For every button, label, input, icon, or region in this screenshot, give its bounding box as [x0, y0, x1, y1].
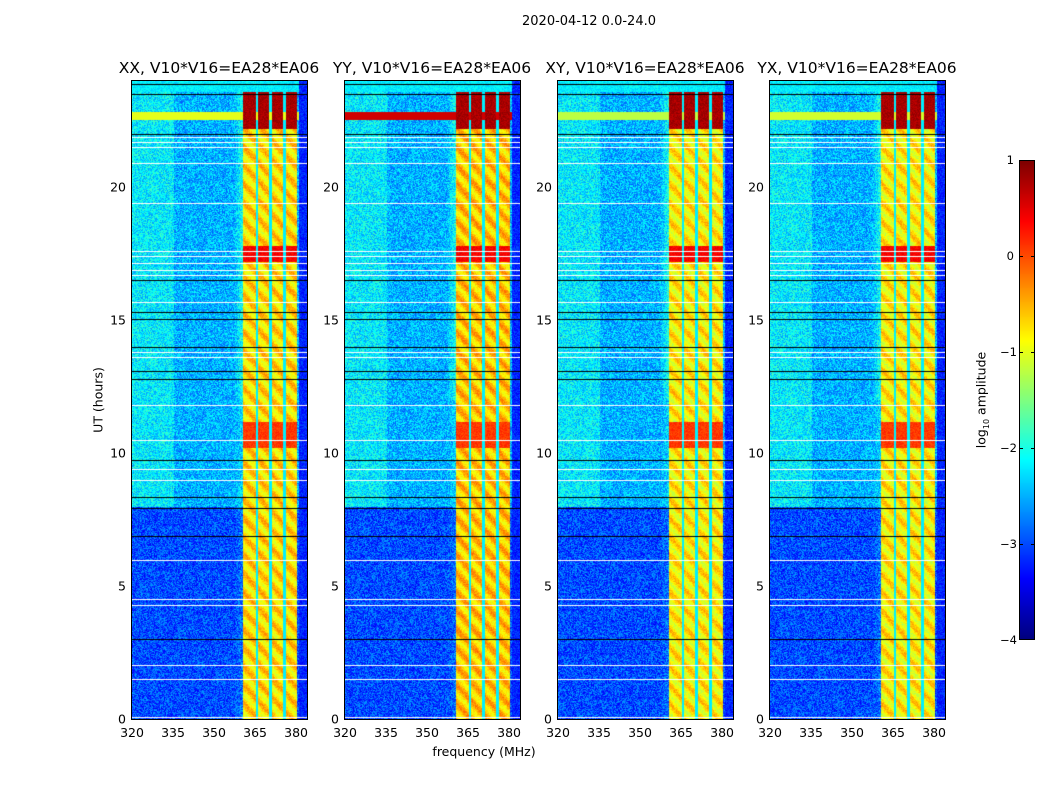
- colorbar-tick-label: −1: [1000, 345, 1017, 359]
- colorbar-tick-mark: [1019, 160, 1035, 161]
- spectrogram-panel: [557, 80, 734, 720]
- x-tick-label: 350: [415, 725, 439, 740]
- colorbar-tick-mark: [1019, 448, 1035, 449]
- y-tick-label: 0: [544, 711, 552, 727]
- heatmap-cells: [132, 81, 307, 719]
- y-axis-label: UT (hours): [90, 367, 106, 433]
- x-tick-label: 335: [587, 725, 611, 740]
- colorbar-tick-mark: [1019, 639, 1035, 640]
- x-tick-label: 380: [922, 725, 946, 740]
- y-tick-label: 20: [748, 179, 764, 195]
- heatmap-cells: [770, 81, 945, 719]
- heatmap-cells: [558, 81, 733, 719]
- colorbar: [1019, 160, 1035, 640]
- x-tick-label: 335: [374, 725, 398, 740]
- x-tick-label: 335: [161, 725, 185, 740]
- colorbar-label: log10 amplitude: [973, 351, 991, 449]
- x-tick-label: 335: [799, 725, 823, 740]
- x-tick-label: 365: [243, 725, 267, 740]
- colorbar-tick-label: −3: [1000, 537, 1017, 551]
- x-tick-label: 365: [456, 725, 480, 740]
- x-tick-label: 365: [881, 725, 905, 740]
- y-tick-label: 0: [331, 711, 339, 727]
- panel-title: XY, V10*V16=EA28*EA06: [545, 59, 745, 77]
- x-tick-label: 320: [758, 725, 782, 740]
- figure-title: 2020-04-12 0.0-24.0: [522, 14, 656, 29]
- colorbar-tick-label: −2: [1000, 441, 1017, 455]
- x-tick-label: 380: [710, 725, 734, 740]
- x-tick-label: 320: [120, 725, 144, 740]
- colorbar-tick-label: 0: [1006, 249, 1014, 263]
- y-tick-label: 20: [110, 179, 126, 195]
- y-tick-label: 15: [110, 312, 126, 328]
- y-tick-label: 15: [536, 312, 552, 328]
- y-tick-label: 10: [536, 445, 552, 461]
- x-tick-label: 350: [840, 725, 864, 740]
- spectrogram-panel: [344, 80, 521, 720]
- y-tick-label: 15: [323, 312, 339, 328]
- colorbar-tick-mark: [1019, 352, 1035, 353]
- colorbar-tick-mark: [1019, 544, 1035, 545]
- colorbar-tick-label: −4: [1000, 633, 1017, 647]
- y-tick-label: 5: [118, 578, 126, 594]
- y-tick-label: 10: [110, 445, 126, 461]
- x-tick-label: 320: [333, 725, 357, 740]
- spectrogram-panel: [131, 80, 308, 720]
- y-tick-label: 0: [756, 711, 764, 727]
- y-tick-label: 15: [748, 312, 764, 328]
- x-tick-label: 320: [546, 725, 570, 740]
- panel-title: YY, V10*V16=EA28*EA06: [332, 59, 532, 77]
- colorbar-tick-label: 1: [1006, 153, 1014, 167]
- y-tick-label: 5: [331, 578, 339, 594]
- colorbar-tick-mark: [1019, 256, 1035, 257]
- x-tick-label: 350: [202, 725, 226, 740]
- y-tick-label: 10: [748, 445, 764, 461]
- x-tick-label: 365: [669, 725, 693, 740]
- x-tick-label: 380: [497, 725, 521, 740]
- y-tick-label: 5: [544, 578, 552, 594]
- panel-title: YX, V10*V16=EA28*EA06: [757, 59, 957, 77]
- y-tick-label: 20: [323, 179, 339, 195]
- spectrogram-panel: [769, 80, 946, 720]
- y-tick-label: 0: [118, 711, 126, 727]
- panel-title: XX, V10*V16=EA28*EA06: [118, 59, 320, 77]
- y-tick-label: 20: [536, 179, 552, 195]
- y-tick-label: 5: [756, 578, 764, 594]
- x-tick-label: 380: [284, 725, 308, 740]
- y-tick-label: 10: [323, 445, 339, 461]
- x-axis-label: frequency (MHz): [432, 744, 536, 759]
- x-tick-label: 350: [628, 725, 652, 740]
- heatmap-cells: [345, 81, 520, 719]
